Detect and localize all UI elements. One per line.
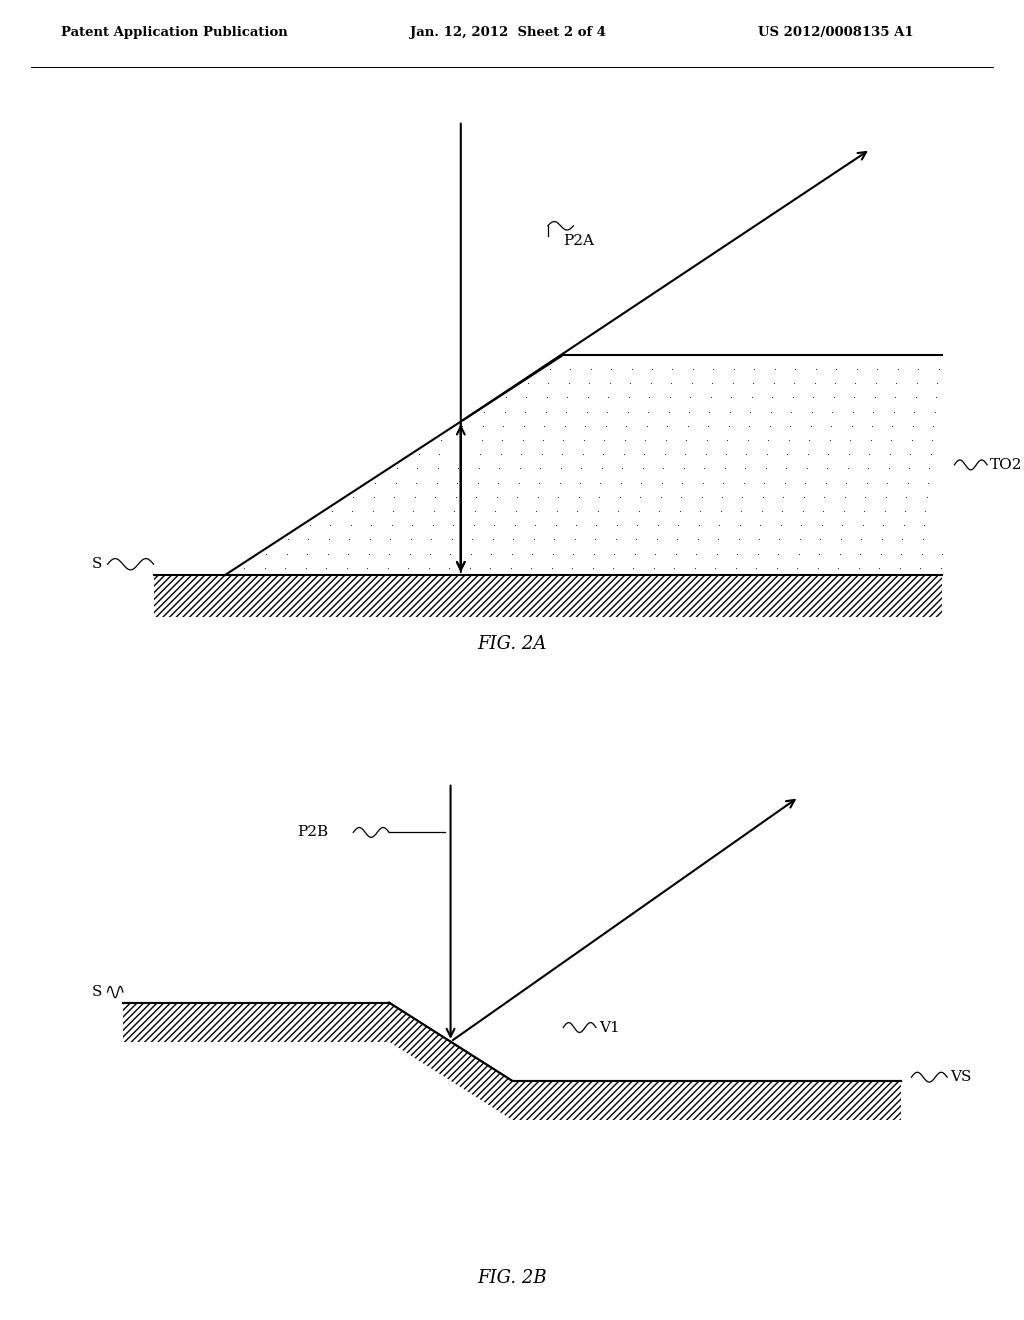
Text: FIG. 2B: FIG. 2B <box>477 1269 547 1287</box>
Text: US 2012/0008135 A1: US 2012/0008135 A1 <box>758 26 913 40</box>
Text: S: S <box>92 557 102 572</box>
Polygon shape <box>389 1003 512 1119</box>
Bar <box>512 1081 901 1119</box>
Bar <box>123 1003 389 1041</box>
Text: S: S <box>92 985 102 999</box>
Text: P2B: P2B <box>297 825 328 840</box>
Text: FIG. 2A: FIG. 2A <box>477 635 547 653</box>
Text: TO2: TO2 <box>990 458 1023 471</box>
Text: Patent Application Publication: Patent Application Publication <box>61 26 288 40</box>
Text: V1: V1 <box>599 1020 620 1035</box>
Text: Jan. 12, 2012  Sheet 2 of 4: Jan. 12, 2012 Sheet 2 of 4 <box>410 26 605 40</box>
Bar <box>154 576 942 618</box>
Text: VS: VS <box>950 1071 972 1084</box>
Text: P2A: P2A <box>563 235 594 248</box>
